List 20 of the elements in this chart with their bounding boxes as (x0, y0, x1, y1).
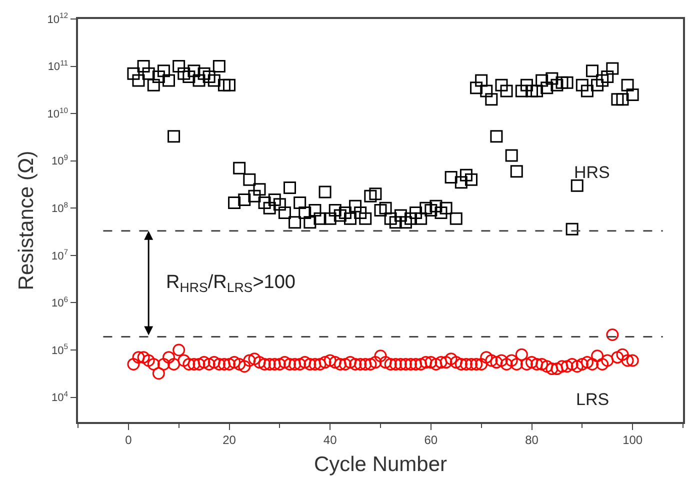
series-label: LRS (576, 390, 610, 409)
y-tick-label: 10$^{6}$ (52, 294, 68, 310)
x-axis-title: Cycle Number (314, 452, 448, 476)
x-tick-label: 80 (525, 433, 539, 448)
y-tick-label: 10$^{9}$ (52, 153, 68, 168)
y-tick-label: 10$^{8}$ (52, 200, 68, 215)
series-label: HRS (574, 163, 610, 182)
annotation: R$_{HRS}$/R$_{LRS}$>100 (166, 272, 296, 295)
x-tick-label: 100 (622, 433, 643, 448)
y-tick-label: 10$^{10}$ (47, 106, 68, 120)
y-tick-label: 10$^{4}$ (52, 390, 69, 404)
x-tick-label: 60 (424, 433, 438, 448)
y-tick-label: 10$^{11}$ (48, 58, 68, 74)
y-axis-title: Resistance (Ω) (14, 150, 38, 290)
x-tick-label: 0 (125, 433, 132, 448)
x-tick-label: 20 (222, 433, 236, 448)
y-tick-label: 10$^{12}$ (47, 11, 68, 26)
y-tick-label: 10$^{7}$ (52, 248, 68, 262)
x-tick-label: 40 (323, 433, 338, 448)
y-tick-label: 10$^{5}$ (52, 342, 68, 357)
